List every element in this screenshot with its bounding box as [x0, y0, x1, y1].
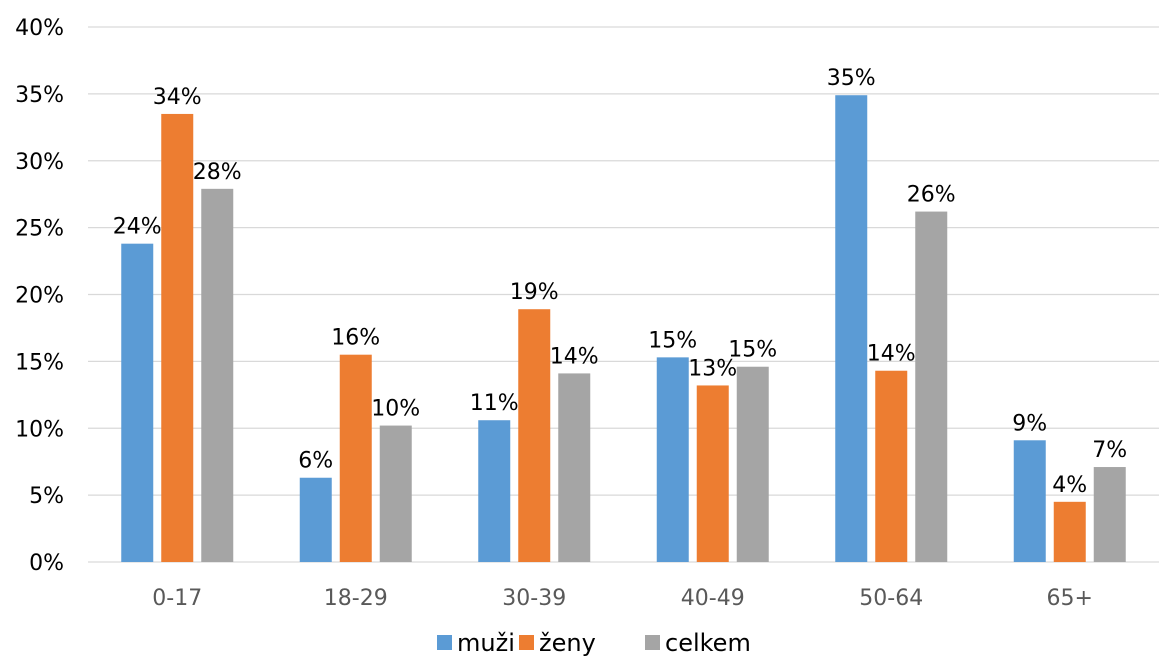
y-tick-label: 10% [15, 417, 64, 442]
data-label: 26% [907, 183, 956, 208]
bar-ženy-30-39 [518, 309, 551, 562]
bar-ženy-0-17 [161, 113, 194, 562]
bar-muži-18-29 [299, 477, 332, 562]
y-tick-label: 40% [15, 16, 64, 41]
legend-label: celkem [665, 629, 751, 657]
x-tick-label: 50-64 [859, 586, 923, 611]
data-label: 4% [1052, 473, 1087, 498]
x-tick-label: 40-49 [681, 586, 745, 611]
data-label: 16% [331, 326, 380, 351]
x-tick-label: 30-39 [502, 586, 566, 611]
bar-muži-0-17 [121, 243, 154, 563]
data-label: 35% [827, 66, 876, 91]
gridlines [88, 26, 1159, 563]
data-label: 9% [1012, 411, 1047, 436]
data-label: 15% [728, 338, 777, 363]
legend-swatch-celkem [645, 635, 660, 650]
data-label: 11% [470, 391, 519, 416]
legend-label: muži [457, 629, 515, 657]
data-label: 7% [1092, 438, 1127, 463]
y-tick-label: 30% [15, 150, 64, 175]
data-label: 15% [648, 328, 697, 353]
data-label: 19% [510, 280, 559, 305]
bar-celkem-40-49 [736, 366, 769, 562]
y-axis-tick-labels: 0% 5% 10% 15% 20% 25% 30% 35% 40% [15, 16, 64, 576]
bar-muži-40-49 [656, 357, 689, 562]
data-labels: 24%34%28%6%16%10% 11%19%14%15%13%15%35%14… [113, 66, 1127, 498]
legend-swatch-ženy [519, 635, 534, 650]
bar-ženy-65+ [1053, 501, 1086, 562]
y-tick-label: 25% [15, 217, 64, 242]
x-tick-label: 18-29 [324, 586, 388, 611]
bar-celkem-0-17 [201, 188, 234, 562]
legend-swatch-muži [437, 635, 452, 650]
x-tick-label: 0-17 [152, 586, 202, 611]
bar-celkem-18-29 [379, 425, 412, 562]
bar-celkem-50-64 [915, 211, 948, 562]
y-tick-label: 15% [15, 350, 64, 375]
bars [121, 95, 1126, 563]
bar-muži-30-39 [478, 420, 511, 562]
bar-ženy-50-64 [875, 370, 908, 562]
data-label: 34% [153, 85, 202, 110]
x-axis-tick-labels: 0-17 18-29 30-39 40-49 50-64 65+ [152, 586, 1093, 611]
bar-ženy-40-49 [696, 385, 729, 562]
data-label: 24% [113, 215, 162, 240]
bar-celkem-65+ [1093, 467, 1126, 562]
x-tick-label: 65+ [1047, 586, 1093, 611]
bar-muži-50-64 [835, 95, 868, 563]
data-label: 10% [371, 397, 420, 422]
bar-ženy-18-29 [339, 354, 372, 562]
data-label: 14% [550, 344, 599, 369]
legend: muži ženy celkem [437, 629, 751, 657]
y-tick-label: 35% [15, 83, 64, 108]
data-label: 6% [298, 449, 333, 474]
bar-celkem-30-39 [558, 373, 591, 562]
data-label: 13% [688, 356, 737, 381]
legend-label: ženy [539, 629, 596, 657]
data-label: 28% [193, 160, 242, 185]
bar-muži-65+ [1013, 440, 1046, 562]
y-tick-label: 20% [15, 284, 64, 309]
data-label: 14% [867, 342, 916, 367]
y-tick-label: 0% [29, 551, 64, 576]
y-tick-label: 5% [29, 484, 64, 509]
